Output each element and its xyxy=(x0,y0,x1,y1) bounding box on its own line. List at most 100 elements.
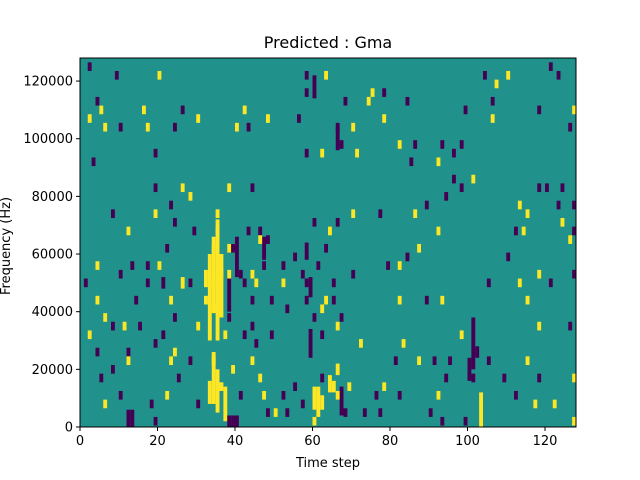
heatmap-cell xyxy=(382,382,387,391)
heatmap-cell xyxy=(238,390,243,400)
heatmap-cell xyxy=(417,243,421,253)
heatmap-cell xyxy=(215,369,220,413)
heatmap-cell xyxy=(242,278,247,288)
heatmap-cell xyxy=(514,390,518,400)
x-tick-label: 80 xyxy=(382,434,399,449)
heatmap-cell xyxy=(300,399,305,409)
heatmap-cell xyxy=(359,339,363,348)
heatmap-cell xyxy=(250,295,255,305)
heatmap-cell xyxy=(436,226,441,236)
heatmap-cell xyxy=(370,88,375,97)
heatmap-cell xyxy=(95,261,100,270)
x-tick-label: 20 xyxy=(149,434,166,449)
heatmap-cell xyxy=(269,330,274,340)
heatmap-cell xyxy=(459,183,464,193)
heatmap-cell xyxy=(273,408,278,417)
heatmap-cell xyxy=(304,242,309,260)
heatmap-cell xyxy=(572,269,576,279)
heatmap-cell xyxy=(262,261,266,270)
heatmap-cell xyxy=(568,321,573,331)
heatmap-cell xyxy=(339,313,344,322)
heatmap-cell xyxy=(153,183,158,193)
heatmap-cell xyxy=(227,313,232,322)
heatmap-cell xyxy=(459,140,464,149)
heatmap-cell xyxy=(467,357,472,381)
heatmap-cell xyxy=(316,408,321,417)
heatmap-cell xyxy=(95,295,100,305)
heatmap-cell xyxy=(227,277,232,312)
heatmap-cell xyxy=(281,261,286,270)
heatmap-cell xyxy=(165,243,170,253)
heatmap-cell xyxy=(180,277,185,289)
heatmap-cell xyxy=(118,390,123,400)
heatmap-cell xyxy=(537,373,542,383)
heatmap-cell xyxy=(227,269,232,279)
heatmap-cell xyxy=(126,226,131,236)
heatmap-cell xyxy=(126,356,131,366)
heatmap-cell xyxy=(142,105,146,115)
heatmap-cell xyxy=(145,278,150,288)
heatmap-cell xyxy=(432,356,437,366)
heatmap-cell xyxy=(87,330,92,340)
heatmap-cell xyxy=(471,317,476,370)
heatmap-cell xyxy=(161,277,166,289)
heatmap-cell xyxy=(204,295,208,305)
heatmap-cell xyxy=(211,236,216,312)
heatmap-cell xyxy=(223,330,228,340)
heatmap-cell xyxy=(87,62,92,71)
heatmap-cell xyxy=(227,183,232,193)
heatmap-cell xyxy=(537,269,542,279)
heatmap-cell xyxy=(463,416,468,426)
heatmap-cell xyxy=(238,269,243,279)
heatmap-cell xyxy=(401,339,406,348)
heatmap-cell xyxy=(320,330,325,340)
heatmap-cell xyxy=(126,409,131,427)
heatmap-cell xyxy=(169,200,173,210)
heatmap-cell xyxy=(537,321,542,331)
heatmap-cell xyxy=(440,416,445,426)
heatmap-cell xyxy=(215,219,220,341)
heatmap-cell xyxy=(304,70,309,80)
y-axis-label: Frequency (Hz) xyxy=(0,197,14,295)
heatmap-cell xyxy=(215,226,220,236)
x-tick-label: 0 xyxy=(76,434,84,449)
heatmap-cell xyxy=(254,278,259,288)
heatmap-cell xyxy=(103,399,108,409)
heatmap-cell xyxy=(459,330,464,340)
x-tick-label: 100 xyxy=(455,434,480,449)
heatmap-cell xyxy=(572,373,576,383)
heatmap-cell xyxy=(556,200,561,210)
heatmap-cell xyxy=(335,127,340,151)
heatmap-cell xyxy=(328,375,332,393)
heatmap-cell xyxy=(506,252,511,262)
heatmap-cell xyxy=(424,200,429,210)
heatmap-cell xyxy=(250,356,255,366)
heatmap-cell xyxy=(424,295,429,305)
heatmap-cell xyxy=(475,346,480,358)
heatmap-cell xyxy=(235,415,239,427)
heatmap-cell xyxy=(339,386,344,416)
y-tick-label: 60000 xyxy=(32,248,73,263)
heatmap-cell xyxy=(219,382,224,391)
heatmap-cell xyxy=(548,278,553,288)
heatmap-cell xyxy=(328,226,332,236)
chart-title: Predicted : Gma xyxy=(264,33,392,52)
heatmap-cell xyxy=(250,183,255,193)
heatmap-cell xyxy=(444,373,449,383)
heatmap-cell xyxy=(351,122,356,132)
heatmap-cell xyxy=(362,408,367,417)
heatmap-cell xyxy=(130,261,135,270)
x-axis: 0 20 40 60 80 100 120 xyxy=(76,427,557,449)
heatmap-background xyxy=(80,58,576,427)
heatmap-cell xyxy=(382,88,387,97)
heatmap-cell xyxy=(335,363,340,376)
heatmap-cell xyxy=(413,140,418,149)
heatmap-cell xyxy=(417,356,421,366)
heatmap-cell xyxy=(118,122,123,132)
heatmap-cell xyxy=(173,122,177,132)
heatmap-cell xyxy=(281,390,286,400)
heatmap-cell xyxy=(211,243,216,253)
heatmap-cell xyxy=(293,252,297,262)
heatmap-cell xyxy=(266,408,270,417)
heatmap-cell xyxy=(405,252,410,262)
